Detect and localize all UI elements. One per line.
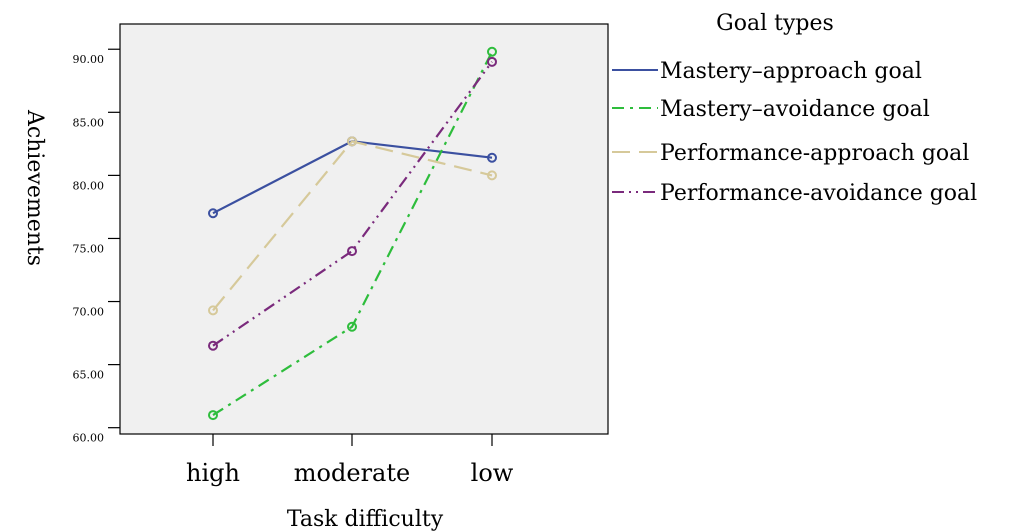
x-tick-label: high <box>186 459 240 487</box>
y-tick-label: 70.00 <box>73 306 105 319</box>
x-tick-label: low <box>471 459 514 487</box>
x-tick-label: moderate <box>294 459 410 487</box>
y-axis: 60.00 65.00 70.00 75.00 80.00 85.00 90.00 <box>73 48 120 445</box>
data-point <box>487 152 497 163</box>
data-point <box>347 321 357 332</box>
y-tick-label: 85.00 <box>73 116 105 129</box>
legend-label: Performance-approach goal <box>660 141 969 166</box>
data-point <box>208 208 218 219</box>
y-tick-label: 60.00 <box>73 432 105 445</box>
legend-title: Goal types <box>716 11 834 36</box>
series-line <box>212 140 493 312</box>
series-line <box>212 61 493 347</box>
y-tick-label: 80.00 <box>73 179 105 192</box>
series-4 <box>208 56 497 351</box>
series-layer <box>208 46 497 421</box>
data-point <box>347 136 357 147</box>
x-axis: high moderate low <box>186 434 514 487</box>
data-point <box>487 170 497 181</box>
y-axis-title: Achievements <box>22 109 47 266</box>
y-tick-label: 90.00 <box>73 53 105 66</box>
series-2 <box>208 46 497 421</box>
data-point <box>208 305 218 316</box>
legend-label: Mastery–avoidance goal <box>660 97 930 122</box>
data-point <box>208 340 218 351</box>
y-tick-label: 75.00 <box>73 242 105 255</box>
data-point <box>208 410 218 421</box>
legend-label: Mastery–approach goal <box>660 59 922 84</box>
x-axis-title: Task difficulty <box>287 507 444 531</box>
series-3 <box>208 136 497 316</box>
legend: Goal types Mastery–approach goal Mastery–… <box>612 11 977 206</box>
data-point <box>347 246 357 257</box>
series-line <box>212 51 493 417</box>
legend-label: Performance-avoidance goal <box>660 181 977 206</box>
data-point <box>487 46 497 57</box>
y-tick-label: 65.00 <box>73 369 105 382</box>
plot-area <box>119 23 609 435</box>
data-point <box>487 56 497 67</box>
